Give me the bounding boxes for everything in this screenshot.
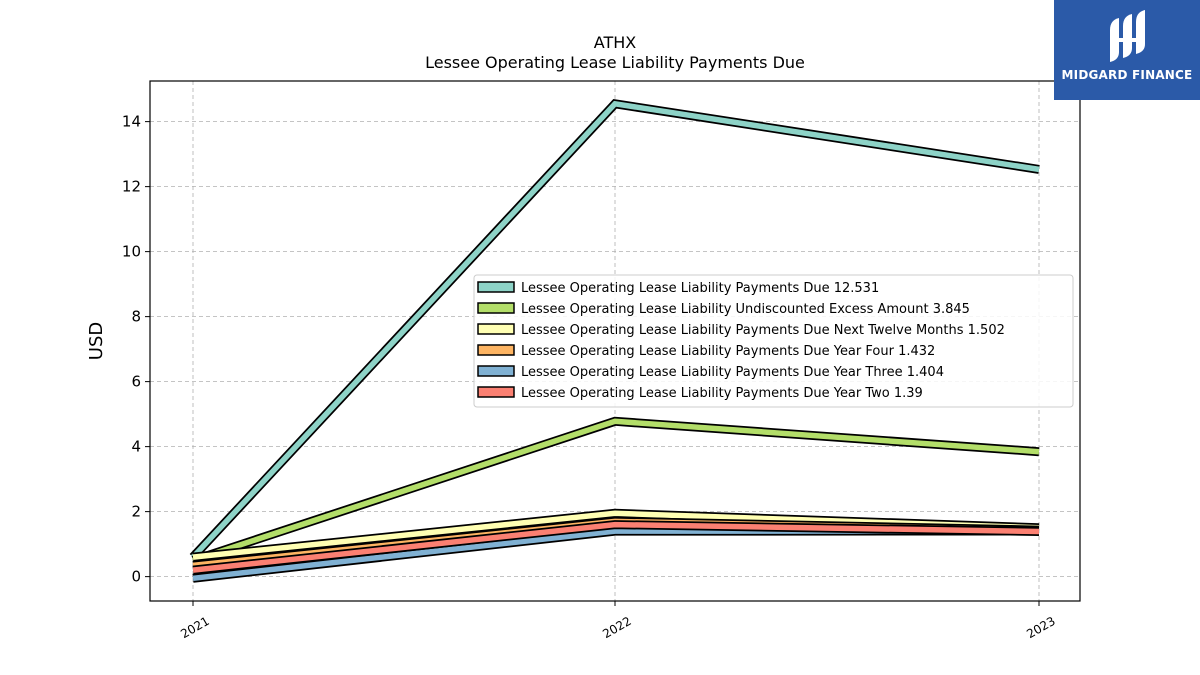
logo-text: MIDGARD FINANCE bbox=[1061, 68, 1193, 82]
legend-swatch bbox=[477, 386, 515, 398]
x-tick-label: 2022 bbox=[600, 614, 633, 641]
legend-label: Lessee Operating Lease Liability Payment… bbox=[521, 386, 923, 401]
legend-swatch bbox=[477, 281, 515, 293]
y-tick-label: 6 bbox=[131, 373, 141, 391]
series-2 bbox=[191, 416, 1040, 565]
series-6 bbox=[192, 520, 1040, 575]
y-tick-label: 12 bbox=[122, 178, 141, 196]
x-tick-label: 2023 bbox=[1024, 614, 1057, 641]
legend-swatch bbox=[477, 365, 515, 377]
legend-label: Lessee Operating Lease Liability Undisco… bbox=[521, 302, 970, 317]
legend-box bbox=[473, 274, 1074, 408]
y-tick-label: 14 bbox=[122, 113, 141, 131]
legend-swatch bbox=[477, 344, 515, 356]
y-tick-label: 2 bbox=[131, 503, 141, 521]
legend-item: Lessee Operating Lease Liability Payment… bbox=[477, 344, 935, 359]
series-1 bbox=[189, 98, 1040, 561]
legend-item: Lessee Operating Lease Liability Payment… bbox=[477, 323, 1005, 338]
legend-label: Lessee Operating Lease Liability Payment… bbox=[521, 365, 944, 380]
series-lines bbox=[189, 98, 1040, 583]
legend-item: Lessee Operating Lease Liability Payment… bbox=[477, 281, 879, 296]
y-axis-label: USD bbox=[86, 322, 107, 360]
y-tick-label: 4 bbox=[131, 438, 141, 456]
chart-title: ATHX bbox=[594, 33, 637, 52]
legend-label: Lessee Operating Lease Liability Payment… bbox=[521, 281, 879, 296]
legend-swatch bbox=[477, 323, 515, 335]
y-tick-label: 8 bbox=[131, 308, 141, 326]
legend-swatch bbox=[477, 302, 515, 314]
legend-item: Lessee Operating Lease Liability Undisco… bbox=[477, 302, 970, 317]
x-tick-label: 2021 bbox=[178, 614, 211, 641]
y-tick-label: 0 bbox=[131, 568, 141, 586]
legend-label: Lessee Operating Lease Liability Payment… bbox=[521, 323, 1005, 338]
legend-item: Lessee Operating Lease Liability Payment… bbox=[477, 386, 923, 401]
chart-subtitle: Lessee Operating Lease Liability Payment… bbox=[425, 53, 805, 72]
brand-logo: MIDGARD FINANCE bbox=[1054, 0, 1200, 100]
legend: Lessee Operating Lease Liability Payment… bbox=[473, 274, 1074, 408]
legend-label: Lessee Operating Lease Liability Payment… bbox=[521, 344, 935, 359]
y-axis: 0 2 4 6 8 10 12 14 bbox=[122, 113, 150, 586]
x-axis: 2021 2022 2023 bbox=[178, 601, 1058, 641]
y-tick-label: 10 bbox=[122, 243, 141, 261]
logo-mark-icon bbox=[1110, 10, 1145, 62]
legend-item: Lessee Operating Lease Liability Payment… bbox=[477, 365, 944, 380]
